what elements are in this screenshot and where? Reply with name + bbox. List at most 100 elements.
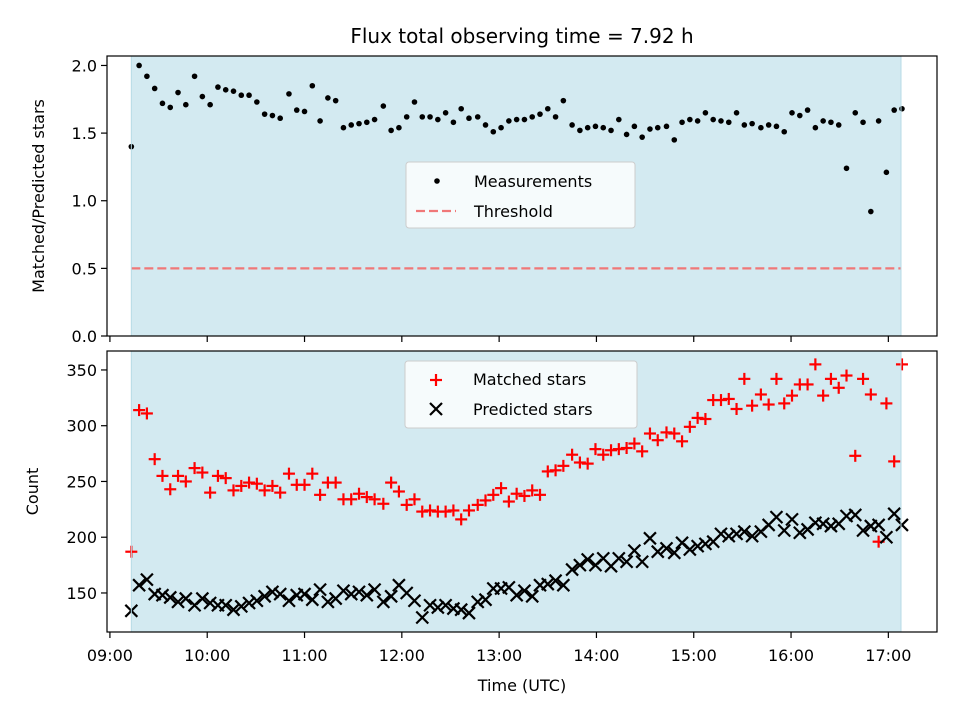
matched-star-point	[643, 427, 656, 440]
measurement-point	[592, 123, 599, 130]
legend-matched-marker	[430, 374, 442, 386]
predicted-star-point	[714, 527, 728, 541]
matched-star-point	[888, 455, 901, 468]
measurement-point	[741, 122, 748, 128]
measurement-point	[450, 119, 457, 126]
matched-star-point	[274, 486, 287, 499]
time-x-axis-label: Time (UTC)	[477, 676, 566, 695]
measurement-point	[207, 101, 213, 108]
matched-star-point	[880, 397, 893, 410]
matched-star-point	[156, 469, 169, 482]
matched-star-point	[164, 483, 177, 496]
measurement-point	[199, 93, 206, 100]
measurement-point	[749, 120, 755, 127]
predicted-star-point	[650, 544, 665, 559]
legend-predicted-label: Predicted stars	[473, 400, 593, 419]
measurement-point	[758, 124, 764, 131]
x-tick-label: 09:00	[87, 646, 133, 665]
matched-star-point	[840, 369, 853, 382]
predicted-star-point	[525, 589, 539, 604]
matched-star-point	[140, 407, 153, 420]
chart-title: Flux total observing time = 7.92 h	[350, 24, 693, 48]
predicted-star-point	[132, 578, 146, 592]
matched-star-point	[439, 505, 452, 518]
predicted-star-point	[273, 587, 287, 601]
matched-star-point	[368, 493, 381, 506]
predicted-star-point	[580, 552, 595, 567]
matched-star-point	[746, 399, 759, 412]
measurement-point	[773, 123, 780, 130]
measurement-point	[529, 114, 536, 120]
legend-matched-label: Matched stars	[473, 370, 586, 389]
measurement-point	[647, 126, 653, 132]
predicted-star-point	[659, 541, 674, 556]
measurement-point	[482, 122, 489, 128]
measurement-point	[702, 110, 709, 116]
predicted-star-point	[848, 508, 863, 522]
legend-measurements-marker	[434, 178, 440, 184]
measurement-point	[435, 116, 441, 123]
measurement-point	[789, 110, 795, 116]
matched-star-point	[534, 488, 547, 501]
count-y-ticks: 150 200 250 300 350	[66, 361, 107, 603]
matched-star-point	[235, 479, 248, 492]
matched-star-point	[864, 388, 877, 401]
predicted-star-point	[769, 510, 784, 524]
measurement-point	[419, 114, 426, 120]
predicted-star-point	[431, 600, 445, 615]
predicted-star-point	[548, 573, 563, 588]
measurement-point	[765, 122, 772, 128]
predicted-star-point	[478, 592, 493, 607]
measurement-point	[835, 122, 842, 128]
measurement-point	[733, 110, 740, 116]
measurement-point	[222, 87, 229, 93]
predicted-star-point	[352, 585, 366, 599]
measurement-point	[506, 118, 512, 124]
predicted-star-point	[179, 591, 193, 606]
matched-star-point	[392, 485, 405, 498]
matched-star-point	[589, 443, 602, 456]
predicted-star-point	[879, 530, 894, 544]
measurement-point	[230, 88, 237, 94]
matched-star-point	[817, 389, 830, 402]
ratio-x-ticks	[109, 336, 889, 342]
predicted-star-point	[824, 519, 838, 533]
measurement-point	[569, 122, 575, 128]
x-tick-label: 11:00	[281, 646, 327, 665]
x-tick-label: 10:00	[184, 646, 230, 665]
measurement-point	[167, 104, 174, 111]
matched-star-point	[282, 467, 295, 480]
matched-star-point	[549, 464, 562, 477]
measurement-point	[364, 119, 370, 126]
predicted-star-point	[313, 582, 327, 597]
predicted-star-point	[155, 588, 170, 602]
matched-star-point	[612, 443, 625, 456]
matched-star-point	[219, 472, 232, 485]
matched-star-point	[651, 434, 664, 447]
measurement-point	[868, 208, 874, 215]
matched-star-point	[620, 442, 633, 455]
matched-star-point	[298, 478, 311, 491]
predicted-star-point	[541, 577, 555, 591]
predicted-star-point	[242, 596, 256, 610]
matched-star-point	[495, 482, 508, 495]
measurement-point	[843, 165, 850, 172]
matched-star-point	[266, 479, 279, 492]
measurement-point	[269, 112, 276, 119]
measurement-point	[442, 110, 449, 116]
matched-star-point	[243, 476, 256, 489]
matched-star-point	[133, 404, 146, 417]
measurement-point	[309, 82, 316, 89]
measurement-point	[584, 124, 591, 131]
predicted-star-point	[257, 589, 272, 604]
measurement-point	[325, 95, 331, 101]
time-x-ticks: 09:00 10:00 11:00 12:00 13:00 14:00 15:00 16:00…	[87, 632, 911, 665]
predicted-star-point	[250, 593, 264, 608]
matched-star-point	[730, 402, 743, 415]
legend-measurements-label: Measurements	[474, 172, 592, 191]
measurement-point	[781, 128, 788, 135]
ratio-y-ticks: 0.0 0.5 1.0 1.5 2.0	[72, 56, 107, 346]
measurement-point	[552, 114, 559, 120]
matched-star-point	[722, 392, 735, 405]
measurement-point	[679, 119, 685, 126]
